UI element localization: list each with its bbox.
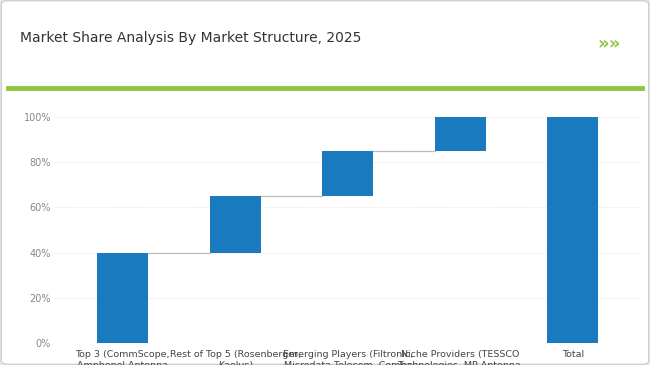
Bar (210, 196, 261, 253)
Bar (322, 151, 373, 196)
Bar (547, 117, 598, 343)
Bar (98, 253, 148, 343)
Text: »»: »» (597, 35, 621, 53)
Bar (435, 117, 486, 151)
Text: Market Share Analysis By Market Structure, 2025: Market Share Analysis By Market Structur… (20, 31, 361, 45)
